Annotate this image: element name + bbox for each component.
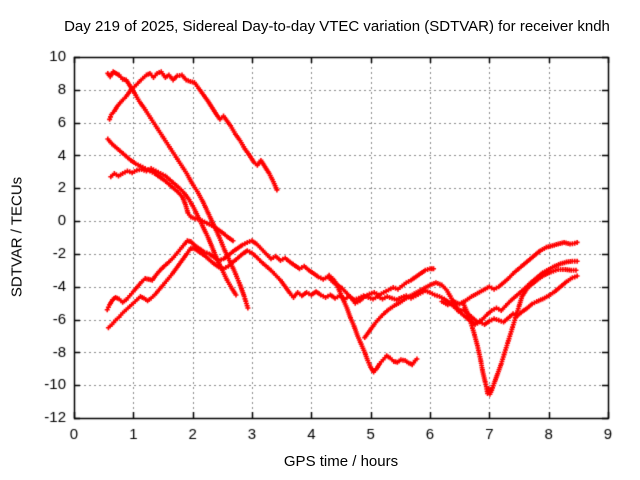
y-axis-label: SDTVAR / TECUs [8,176,26,298]
chart-title: Day 219 of 2025, Sidereal Day-to-day VTE… [64,18,610,35]
x-axis-label: GPS time / hours [283,453,399,470]
